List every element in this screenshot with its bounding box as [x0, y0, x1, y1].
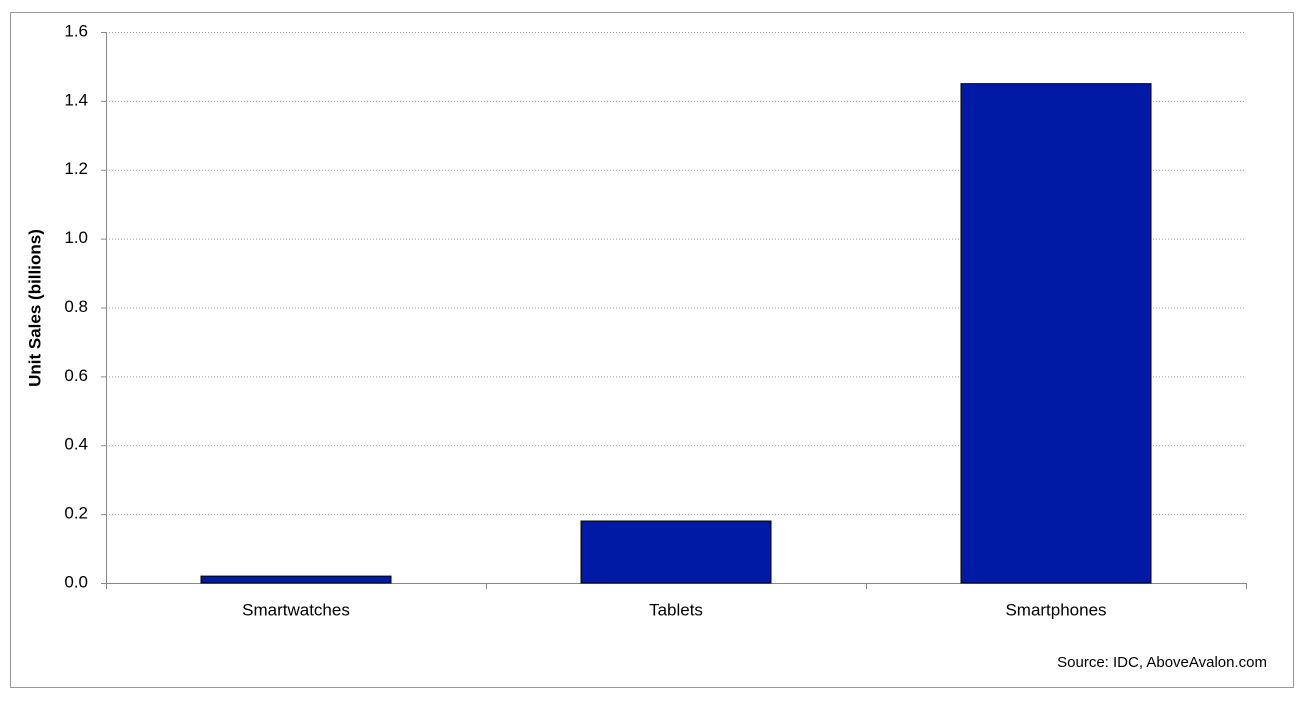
y-tick-label: 1.0: [64, 228, 88, 247]
y-tick-label: 0.4: [64, 435, 88, 454]
source-note: Source: IDC, AboveAvalon.com: [1057, 654, 1267, 671]
bar: [200, 575, 392, 584]
x-tick-label: Smartphones: [1005, 600, 1106, 619]
y-axis-title: Unit Sales (billions): [25, 229, 44, 387]
y-tick-label: 0.8: [64, 297, 88, 316]
bar: [580, 520, 772, 584]
bar: [960, 83, 1152, 584]
x-tick-label: Smartwatches: [242, 600, 350, 619]
y-tick-label: 1.2: [64, 159, 88, 178]
y-tick-label: 0.6: [64, 366, 88, 385]
x-tick-label: Tablets: [649, 600, 703, 619]
y-tick-label: 0.2: [64, 504, 88, 523]
y-tick-label: 0.0: [64, 572, 88, 591]
y-tick-label: 1.6: [64, 21, 88, 40]
y-tick-label: 1.4: [64, 90, 88, 109]
